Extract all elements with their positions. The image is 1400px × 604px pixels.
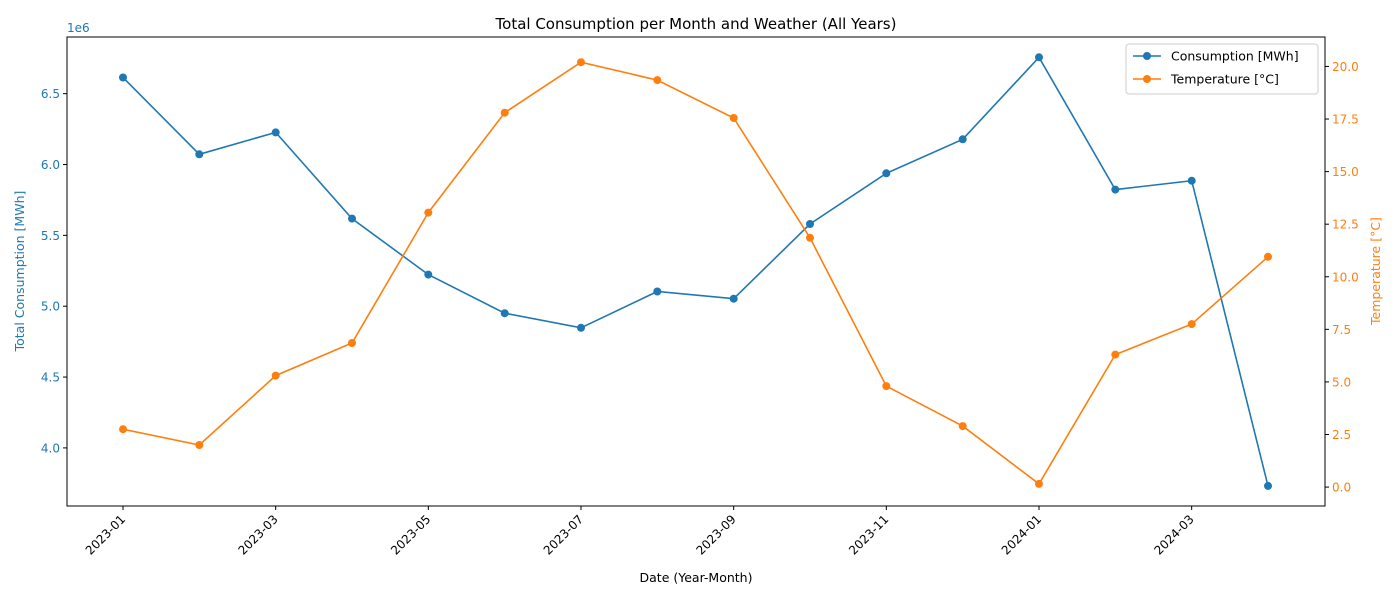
y-left-tick-label: 5.0 bbox=[41, 300, 60, 314]
consumption-data-point bbox=[348, 214, 356, 223]
consumption-data-point bbox=[1111, 185, 1120, 194]
legend-temperature-marker bbox=[1143, 75, 1151, 83]
temperature-data-point bbox=[577, 58, 585, 67]
y-left-tick-label: 6.5 bbox=[41, 87, 60, 101]
y-left-tick-label: 5.5 bbox=[41, 229, 60, 243]
temperature-data-point bbox=[1111, 350, 1120, 359]
temperature-data-point bbox=[653, 76, 662, 85]
consumption-data-point bbox=[729, 294, 738, 303]
plot-area bbox=[66, 36, 1326, 507]
temperature-data-point bbox=[1264, 252, 1272, 261]
temperature-data-point bbox=[195, 441, 204, 449]
consumption-data-point bbox=[882, 169, 891, 178]
y-right-tick-label: 0.0 bbox=[1332, 481, 1351, 495]
consumption-data-point bbox=[119, 73, 127, 82]
x-tick-label: 2023-11 bbox=[846, 512, 891, 557]
y-right-axis-label: Temperature [°C] bbox=[1368, 217, 1383, 326]
y-left-tick-label: 4.5 bbox=[41, 371, 60, 385]
y-right-tick-label: 12.5 bbox=[1332, 218, 1359, 232]
consumption-data-point bbox=[1035, 53, 1043, 62]
temperature-data-point bbox=[1187, 320, 1196, 329]
x-tick-label: 2023-01 bbox=[83, 512, 128, 557]
x-axis-label: Date (Year-Month) bbox=[640, 570, 753, 585]
x-tick-label: 2023-05 bbox=[388, 512, 433, 557]
consumption-data-point bbox=[1187, 176, 1196, 185]
temperature-data-point bbox=[882, 382, 891, 391]
y-left-tick-label: 6.0 bbox=[41, 158, 60, 172]
x-tick-label: 2024-03 bbox=[1151, 512, 1196, 557]
y-left-offset-label: 1e6 bbox=[67, 21, 90, 35]
consumption-data-point bbox=[958, 135, 967, 144]
y-left-tick-label: 4.0 bbox=[41, 441, 60, 455]
x-tick-label: 2024-01 bbox=[999, 512, 1044, 557]
legend-box bbox=[1125, 43, 1319, 95]
temperature-data-point bbox=[348, 339, 356, 347]
y-right-tick-label: 7.5 bbox=[1332, 323, 1351, 337]
consumption-data-point bbox=[1264, 481, 1272, 490]
x-tick-label: 2023-07 bbox=[541, 512, 586, 557]
consumption-data-point bbox=[424, 270, 433, 279]
temperature-data-point bbox=[958, 422, 967, 431]
consumption-data-point bbox=[271, 128, 280, 137]
temperature-data-point bbox=[424, 208, 433, 217]
y-right-tick-label: 15.0 bbox=[1332, 165, 1359, 179]
temperature-data-point bbox=[806, 233, 814, 242]
consumption-series-line bbox=[122, 55, 1269, 487]
temperature-data-point bbox=[729, 114, 738, 122]
x-tick-label: 2023-09 bbox=[693, 512, 738, 557]
temperature-data-point bbox=[1035, 479, 1043, 488]
temperature-data-point bbox=[119, 425, 127, 434]
legend-consumption-marker bbox=[1143, 52, 1151, 60]
y-right-tick-label: 2.5 bbox=[1332, 428, 1351, 442]
consumption-data-point bbox=[195, 150, 204, 159]
y-right-tick-label: 10.0 bbox=[1332, 270, 1359, 284]
consumption-data-point bbox=[500, 309, 509, 318]
consumption-data-point bbox=[806, 220, 814, 228]
legend: Consumption [MWh] Temperature [°C] bbox=[1125, 43, 1319, 95]
y-right-tick-label: 20.0 bbox=[1332, 60, 1359, 74]
temperature-data-point bbox=[500, 108, 509, 117]
legend-temperature-label: Temperature [°C] bbox=[1170, 72, 1279, 87]
x-tick-label: 2023-03 bbox=[235, 512, 280, 557]
consumption-data-point bbox=[653, 287, 662, 296]
consumption-data-point bbox=[577, 323, 585, 332]
legend-consumption-label: Consumption [MWh] bbox=[1171, 49, 1299, 64]
temperature-data-point bbox=[271, 371, 280, 380]
y-right-tick-label: 17.5 bbox=[1332, 113, 1359, 127]
y-left-axis-label: Total Consumption [MWh] bbox=[12, 191, 27, 353]
chart-title: Total Consumption per Month and Weather … bbox=[495, 15, 897, 33]
y-right-tick-label: 5.0 bbox=[1332, 375, 1351, 389]
temperature-series-line bbox=[122, 61, 1269, 486]
